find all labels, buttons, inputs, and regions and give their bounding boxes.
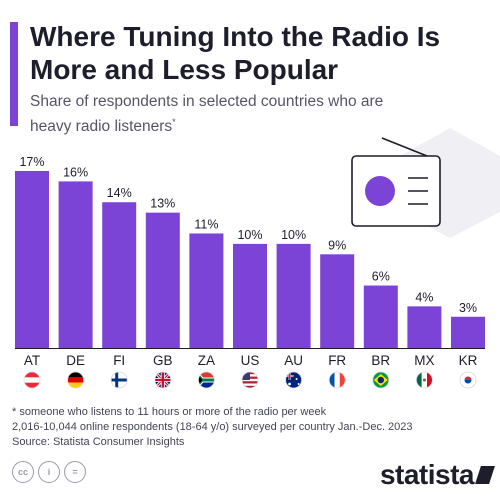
- flag-germany-icon: [67, 371, 84, 389]
- footnote-source: Source: Statista Consumer Insights: [12, 436, 185, 448]
- bar-au: [276, 243, 311, 348]
- flag-brazil-icon: [372, 371, 390, 389]
- value-label-de: 16%: [63, 165, 88, 179]
- radio-icon: [351, 137, 441, 227]
- category-label-fr: FR: [328, 353, 346, 368]
- bar-us: [233, 243, 267, 348]
- bar-chart: 17% AT 16% DE 14% FI 13% GB 11% ZA 10% US 10% AU 9% FR 6…: [15, 155, 485, 389]
- value-label-mx: 4%: [415, 290, 433, 304]
- value-label-us: 10%: [237, 228, 262, 242]
- cc-license-icon: cc: [12, 461, 34, 483]
- flag-south-africa-icon: [197, 371, 215, 389]
- flag-france-icon: [328, 371, 346, 389]
- no-derivatives-icon: =: [64, 461, 86, 483]
- category-label-gb: GB: [153, 353, 173, 368]
- flag-finland-icon: [110, 371, 128, 389]
- bar-za: [189, 233, 224, 348]
- value-label-at: 17%: [19, 155, 44, 169]
- brand-mark-icon: [475, 466, 495, 484]
- bar-mx: [407, 306, 442, 348]
- flag-australia-icon: [285, 371, 303, 389]
- category-label-at: AT: [24, 353, 40, 368]
- category-label-kr: KR: [459, 353, 478, 368]
- footnote: * someone who listens to 11 hours or mor…: [12, 405, 492, 450]
- footer-row: cc i = statista: [12, 459, 495, 495]
- value-label-fi: 14%: [107, 186, 132, 200]
- bar-fi: [102, 202, 137, 348]
- bar-fr: [320, 254, 355, 348]
- bar-de: [58, 181, 93, 348]
- statista-logo: statista: [379, 459, 495, 491]
- category-label-br: BR: [371, 353, 390, 368]
- bar-kr: [451, 316, 485, 348]
- category-label-mx: MX: [414, 353, 434, 368]
- category-label-au: AU: [284, 353, 303, 368]
- footnote-definition: * someone who listens to 11 hours or mor…: [12, 406, 327, 418]
- flag-mexico-icon: [415, 371, 433, 389]
- category-label-fi: FI: [113, 353, 125, 368]
- category-label-za: ZA: [198, 353, 215, 368]
- attribution-icon: i: [38, 461, 60, 483]
- flag-usa-icon: [241, 371, 259, 389]
- bar-br: [363, 285, 398, 348]
- value-label-za: 11%: [194, 217, 218, 231]
- value-label-kr: 3%: [459, 301, 477, 315]
- bar-gb: [145, 212, 180, 348]
- chart-title: Where Tuning Into the Radio Is More and …: [30, 21, 441, 85]
- bar-at: [15, 171, 49, 348]
- category-label-de: DE: [66, 353, 85, 368]
- flag-south-korea-icon: [459, 371, 477, 389]
- brand-name: statista: [379, 459, 475, 490]
- value-label-gb: 13%: [150, 197, 175, 211]
- title-accent-bar: [10, 22, 18, 126]
- chart-subtitle: Share of respondents in selected countri…: [30, 92, 390, 137]
- footnote-sample: 2,016-10,044 online respondents (18-64 y…: [12, 421, 413, 433]
- flag-austria-icon: [23, 371, 41, 389]
- value-label-au: 10%: [281, 228, 306, 242]
- value-label-br: 6%: [372, 270, 390, 284]
- subtitle-asterisk: *: [172, 117, 176, 127]
- category-label-us: US: [241, 353, 260, 368]
- value-label-fr: 9%: [328, 238, 346, 252]
- flag-uk-icon: [154, 371, 172, 389]
- subtitle-text: Share of respondents in selected countri…: [30, 93, 384, 136]
